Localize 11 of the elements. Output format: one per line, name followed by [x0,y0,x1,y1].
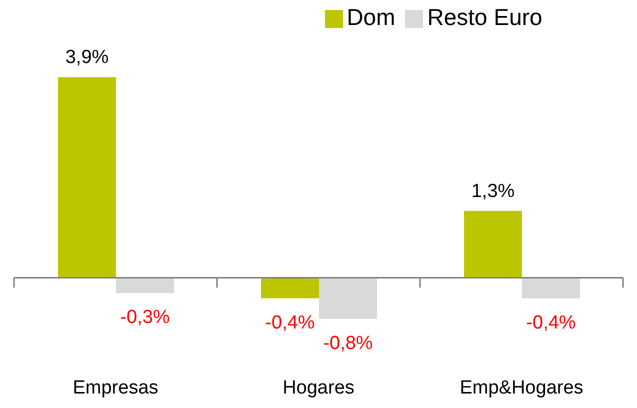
legend-label: Dom [346,4,396,30]
data-label: -0,8% [323,332,373,354]
x-tick-label: Emp&Hogares [460,377,584,398]
legend-label: Resto Euro [427,4,542,30]
x-tick-label: Hogares [282,377,354,398]
data-label: 1,3% [471,180,515,202]
data-label: -0,4% [265,312,315,334]
data-label: -0,3% [120,307,170,328]
data-label: 3,9% [65,47,109,68]
data-label: -0,4% [526,312,576,334]
x-tick-label: Empresas [72,377,158,398]
